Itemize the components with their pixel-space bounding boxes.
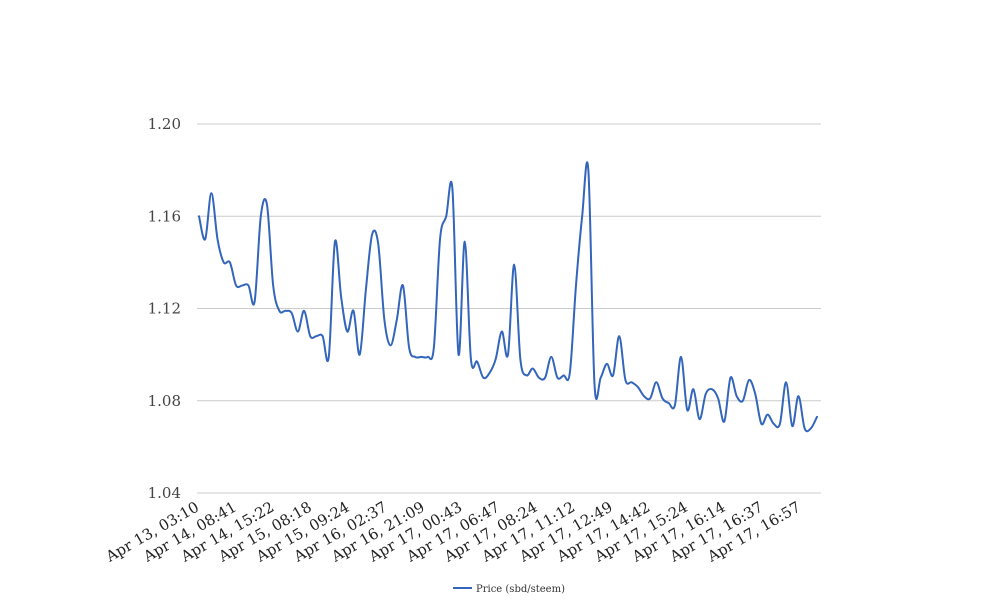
- gridlines: [197, 123, 821, 494]
- legend-label-price: Price (sbd/steem): [476, 584, 565, 595]
- y-tick-label: 1.16: [148, 207, 181, 225]
- y-axis-tick-labels: 1.04 1.08 1.12 1.16 1.20: [148, 115, 181, 502]
- legend: Price (sbd/steem): [453, 584, 565, 595]
- y-tick-label: 1.04: [148, 484, 181, 502]
- y-tick-label: 1.08: [148, 392, 181, 410]
- y-tick-label: 1.20: [148, 115, 181, 133]
- series-layer: [198, 161, 818, 433]
- series-line-price: [198, 161, 818, 433]
- y-tick-label: 1.12: [148, 300, 181, 318]
